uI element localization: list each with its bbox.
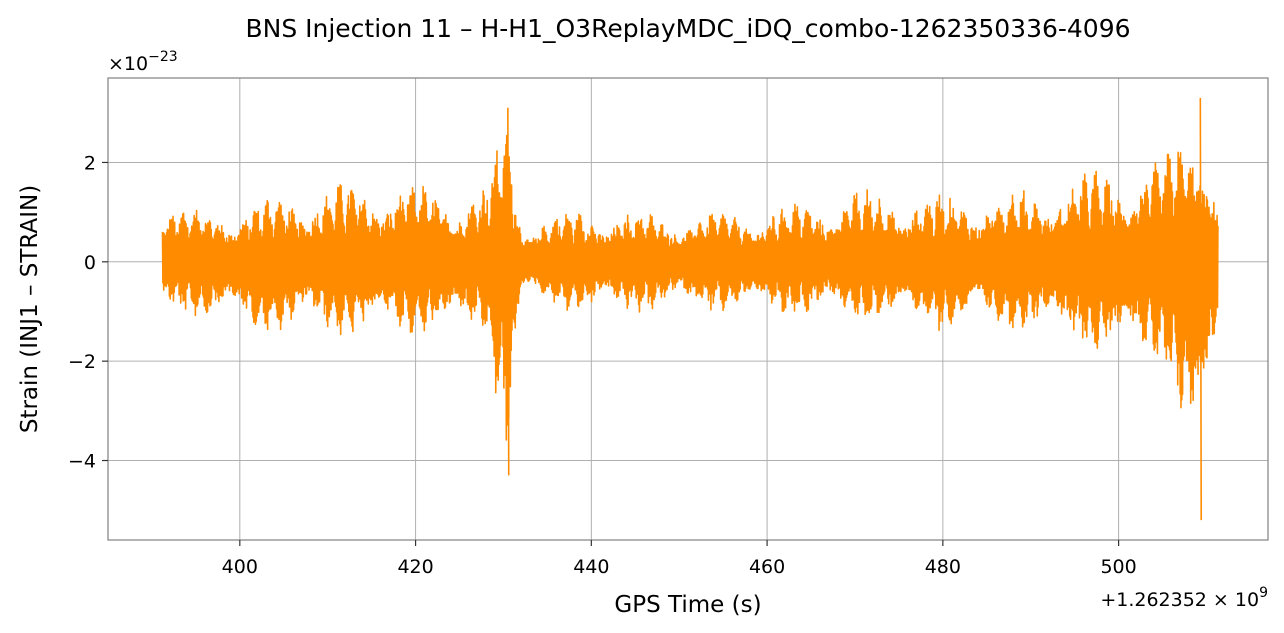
- y-tick-label: 0: [84, 252, 96, 274]
- y-tick-label: −2: [68, 351, 96, 373]
- x-tick-label: 400: [222, 556, 258, 578]
- y-scale-exponent: −23: [148, 49, 178, 65]
- y-axis-label: Strain (INJ1 – STRAIN): [17, 185, 43, 433]
- series-layer: [161, 97, 1219, 521]
- x-tick-label: 420: [397, 556, 433, 578]
- y-tick-label: 2: [84, 152, 96, 174]
- series-line: [161, 97, 1219, 521]
- x-offset-mantissa: +1.262352 × 10: [1100, 589, 1259, 611]
- x-offset-label: +1.262352 × 109: [1100, 585, 1268, 611]
- y-scale-mantissa: ×10: [108, 53, 148, 75]
- y-axis-ticks: −4 −2 0 2: [68, 152, 108, 473]
- y-tick-label: −4: [68, 451, 96, 473]
- x-tick-label: 500: [1100, 556, 1136, 578]
- y-scale-label: ×10−23: [108, 49, 178, 75]
- x-axis-ticks: 400 420 440 460 480 500: [222, 540, 1137, 578]
- chart-title: BNS Injection 11 – H-H1_O3ReplayMDC_iDQ_…: [245, 14, 1130, 43]
- x-axis-label: GPS Time (s): [614, 592, 761, 618]
- plot-frame: [107, 77, 1269, 541]
- x-offset-exponent: 9: [1259, 585, 1268, 601]
- x-tick-label: 480: [925, 556, 961, 578]
- x-tick-label: 440: [573, 556, 609, 578]
- x-tick-label: 460: [749, 556, 785, 578]
